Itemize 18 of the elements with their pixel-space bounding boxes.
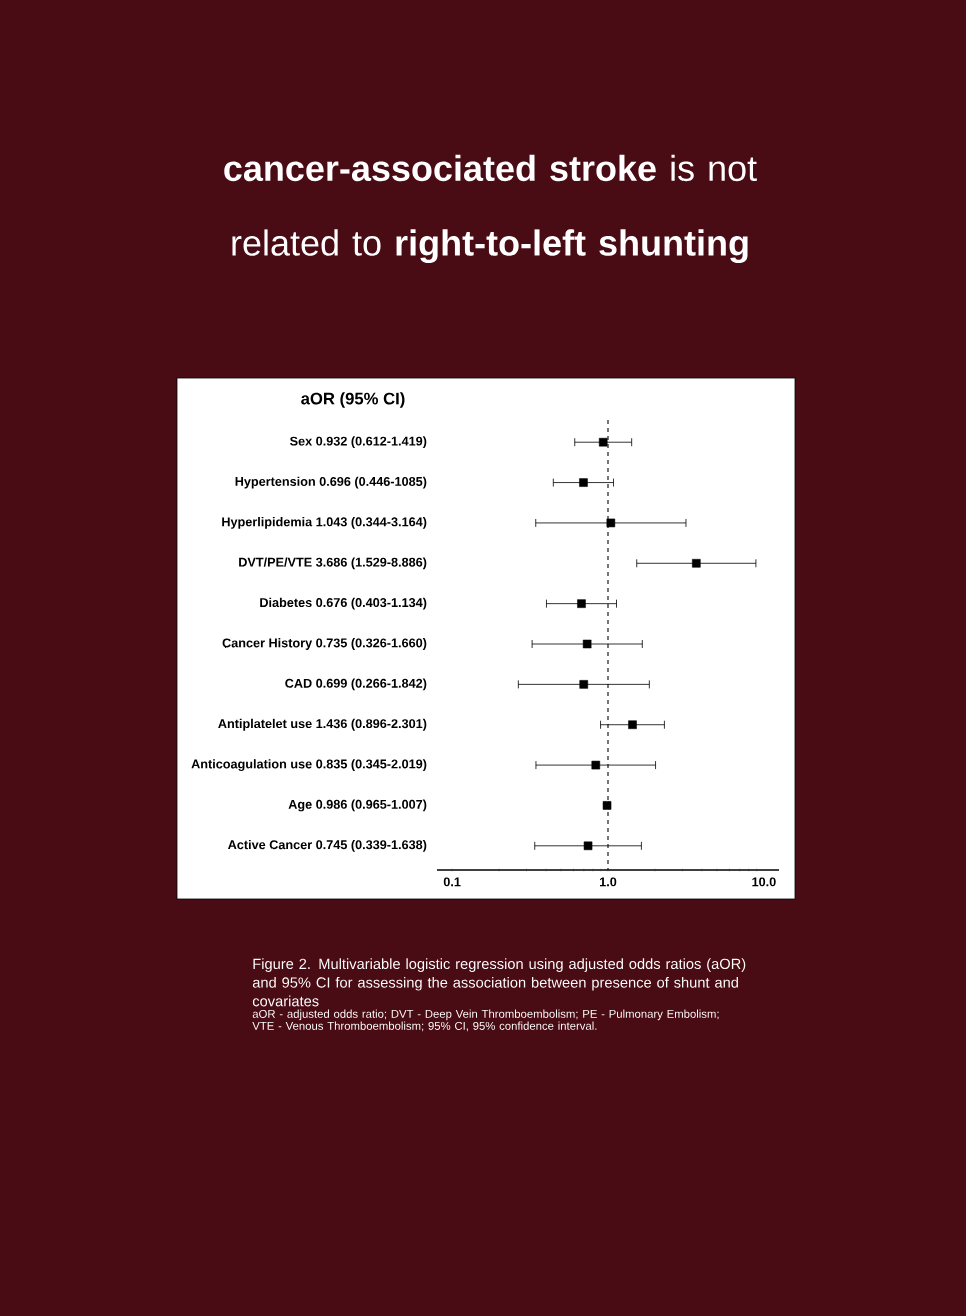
x-tick-label: 10.0 <box>752 877 776 887</box>
y-axis-title: aOR (95% CI) <box>300 392 405 408</box>
x-tick-label: 1.0 <box>599 877 617 887</box>
text: aOR - adjusted odds ratio; DVT - Deep Vein Thromboembolism; PE - Pulmonary Embolism; VTE - Venous Thromboembolism; 95% CI, 95% confidence interval. <box>252 1009 719 1032</box>
y-tick-label: Anticoagulation use 0.835 (0.345-2.019) <box>191 759 427 771</box>
y-tick-label: Diabetes 0.676 (0.403-1.134) <box>260 597 427 610</box>
y-tick-label: Hyperlipidemia 1.043 (0.344-3.164) <box>222 517 427 529</box>
y-tick-label: Active Cancer 0.745 (0.339-1.638) <box>227 839 427 852</box>
y-tick-label: DVT/PE/VTE 3.686 (1.529-8.886) <box>238 557 427 570</box>
y-tick-label: Age 0.986 (0.965-1.007) <box>288 799 427 812</box>
y-tick-label: Sex 0.932 (0.612-1.419) <box>289 436 427 449</box>
chart-title: cancer-associated stroke is not related to right-to-left shunting <box>224 154 757 264</box>
y-tick-label: Hypertension 0.696 (0.446-1085) <box>235 476 427 489</box>
caption: Figure 2. Multivariable logistic regression using adjusted odds ratios (aOR) and 95% CI for assessing the association between presence of shunt and covariates <box>252 958 746 1007</box>
y-tick-label: Cancer History 0.735 (0.326-1.660) <box>222 638 427 650</box>
x-tick-label: 0.1 <box>443 877 461 887</box>
y-tick-label: CAD 0.699 (0.266-1.842) <box>285 678 427 691</box>
y-tick-label: Antiplatelet use 1.436 (0.896-2.301) <box>217 718 427 731</box>
